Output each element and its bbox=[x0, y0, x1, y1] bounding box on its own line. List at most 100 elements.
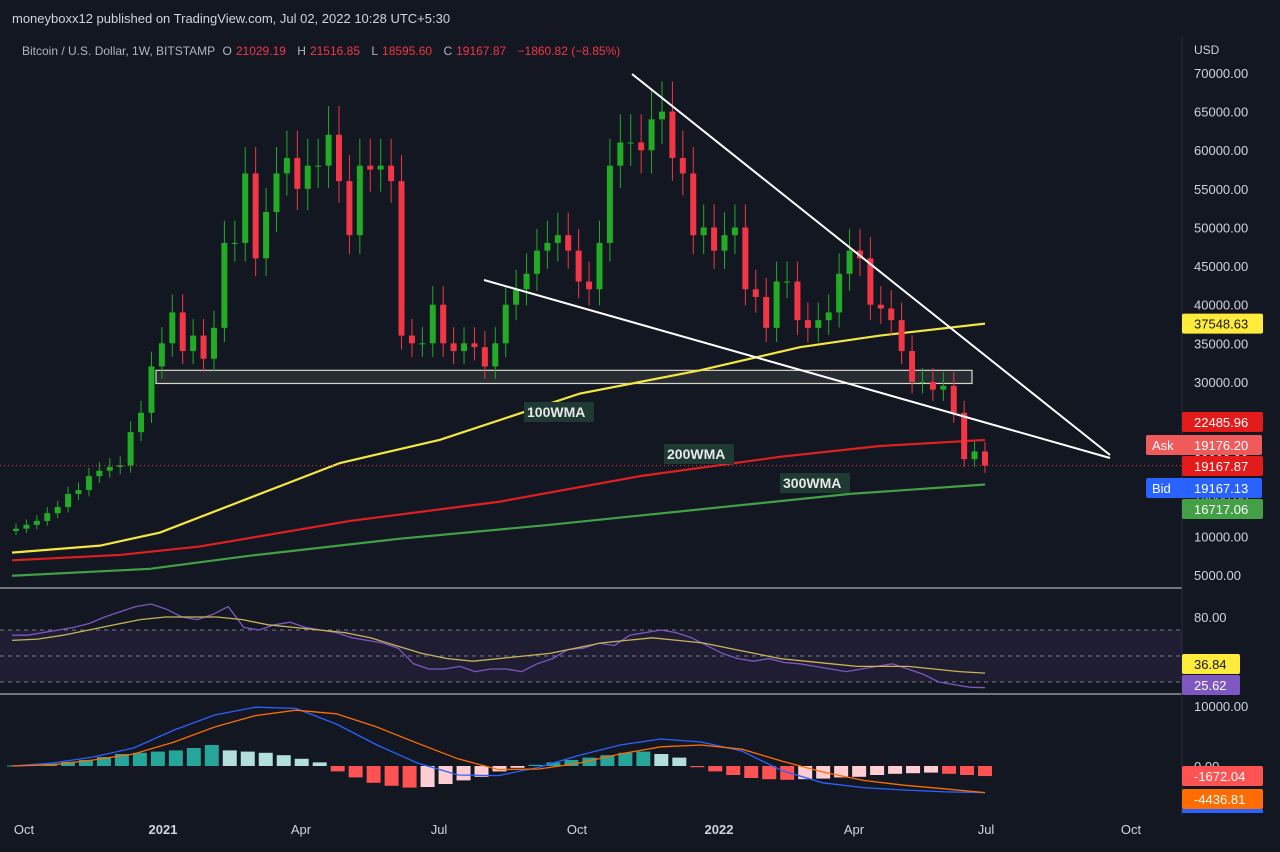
candle-body bbox=[65, 493, 72, 508]
candle-body bbox=[304, 165, 311, 189]
macd-histogram-bar bbox=[132, 752, 147, 766]
candle-body bbox=[429, 304, 436, 344]
macd-histogram-bar bbox=[870, 766, 885, 775]
candle-body bbox=[627, 142, 634, 144]
candle-body bbox=[940, 385, 947, 390]
rsi-ma-value-tag-bg bbox=[1182, 654, 1240, 674]
time-tick-label: Oct bbox=[567, 822, 588, 837]
candle-body bbox=[346, 181, 353, 236]
candle-body bbox=[669, 111, 676, 158]
candle-body bbox=[190, 335, 197, 352]
currency-label: USD bbox=[1194, 43, 1220, 57]
macd-histogram-bar bbox=[636, 751, 651, 766]
wma200-value-tag-bg bbox=[1182, 412, 1263, 432]
candle-body bbox=[690, 173, 697, 236]
candle-body bbox=[606, 165, 613, 243]
candle-body bbox=[950, 385, 957, 413]
candle-body bbox=[544, 242, 551, 251]
candle-body bbox=[721, 235, 728, 251]
macd-histogram-bar bbox=[888, 766, 903, 774]
macd-histogram-bar bbox=[240, 751, 255, 766]
macd-hist-value-tag: -1672.04 bbox=[1194, 769, 1245, 784]
ask-tag-bg bbox=[1146, 435, 1262, 455]
candle-body bbox=[127, 432, 134, 466]
macd-histogram-bar bbox=[114, 754, 129, 766]
macd-histogram-bar bbox=[150, 751, 165, 766]
macd-line bbox=[11, 706, 986, 794]
wma300-value-tag-bg bbox=[1182, 499, 1263, 519]
candle-body bbox=[492, 343, 499, 367]
macd-histogram-bar bbox=[654, 754, 669, 766]
ask-value: 19176.20 bbox=[1194, 438, 1248, 453]
candle-body bbox=[117, 465, 124, 467]
macd-histogram-bar bbox=[402, 766, 417, 788]
candle-body bbox=[388, 165, 395, 182]
candle-body bbox=[898, 320, 905, 352]
macd-value-tag-edge bbox=[1182, 809, 1263, 813]
wma300-label: 300WMA bbox=[783, 475, 841, 491]
candle-body bbox=[867, 258, 874, 305]
wma200-value-tag: 22485.96 bbox=[1194, 415, 1248, 430]
candle-body bbox=[638, 142, 645, 151]
macd-histogram-bar bbox=[276, 755, 291, 766]
price-tick-label: 30000.00 bbox=[1194, 375, 1248, 390]
candle-body bbox=[44, 513, 51, 521]
wma200-label-bg bbox=[664, 444, 734, 464]
candle-body bbox=[815, 320, 822, 328]
candle-body bbox=[461, 343, 468, 352]
macd-histogram-bar bbox=[312, 762, 327, 766]
candle-body bbox=[294, 157, 301, 189]
macd-histogram-bar bbox=[384, 766, 399, 786]
ask-label: Ask bbox=[1152, 438, 1174, 453]
candle-body bbox=[961, 412, 968, 460]
candle-body bbox=[96, 470, 103, 477]
candle-body bbox=[586, 281, 593, 290]
candle-body bbox=[148, 366, 155, 413]
candle-body bbox=[419, 343, 426, 345]
macd-histogram-bar bbox=[78, 760, 93, 766]
macd-histogram-bar bbox=[582, 757, 597, 766]
wma100-label: 100WMA bbox=[527, 404, 585, 420]
candle-body bbox=[784, 281, 791, 283]
macd-histogram-bar bbox=[258, 752, 273, 766]
candle-body bbox=[565, 235, 572, 251]
macd-histogram-bar bbox=[564, 760, 579, 766]
candle-body bbox=[169, 312, 176, 344]
macd-histogram-bar bbox=[708, 766, 723, 772]
ohlc-change: −1860.82 (−8.85%) bbox=[517, 44, 621, 58]
candle-body bbox=[200, 335, 207, 359]
candle-body bbox=[836, 273, 843, 313]
lower-trendline bbox=[483, 279, 1111, 459]
candle-body bbox=[804, 320, 811, 328]
candle-body bbox=[909, 351, 916, 382]
macd-histogram-bar bbox=[204, 745, 219, 766]
candle-body bbox=[106, 466, 113, 471]
bid-label: Bid bbox=[1152, 481, 1171, 496]
rsi-ma-line bbox=[11, 616, 986, 674]
macd-histogram-bar bbox=[366, 766, 381, 783]
candle-body bbox=[648, 119, 655, 151]
macd-histogram-bar bbox=[186, 748, 201, 766]
macd-histogram-bar bbox=[600, 755, 615, 766]
candle-body bbox=[502, 304, 509, 344]
candle-body bbox=[210, 327, 217, 359]
macd-histogram-bar bbox=[438, 766, 453, 784]
time-tick-label: Apr bbox=[844, 822, 865, 837]
macd-histogram-bar bbox=[546, 762, 561, 766]
price-tick-label: 65000.00 bbox=[1194, 105, 1248, 120]
macd-histogram-bar bbox=[762, 766, 777, 780]
rsi-lines bbox=[11, 603, 986, 689]
price-tick-label: 50000.00 bbox=[1194, 220, 1248, 235]
support-zone bbox=[155, 369, 973, 385]
macd-histogram-bar bbox=[510, 766, 525, 768]
candle-body bbox=[367, 165, 374, 170]
candle-body bbox=[75, 490, 82, 494]
candle-body bbox=[283, 157, 290, 174]
candle-body bbox=[742, 227, 749, 290]
macd-histogram-bar bbox=[924, 766, 939, 773]
candle-body bbox=[659, 111, 665, 120]
candle-body bbox=[700, 227, 707, 236]
macd-histogram-bar bbox=[978, 766, 992, 777]
candle-body bbox=[33, 520, 40, 525]
